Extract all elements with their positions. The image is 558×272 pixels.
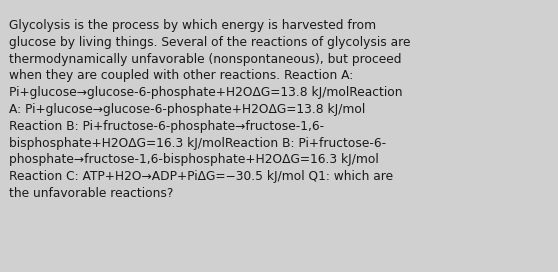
Text: Glycolysis is the process by which energy is harvested from
glucose by living th: Glycolysis is the process by which energ… — [9, 19, 411, 200]
